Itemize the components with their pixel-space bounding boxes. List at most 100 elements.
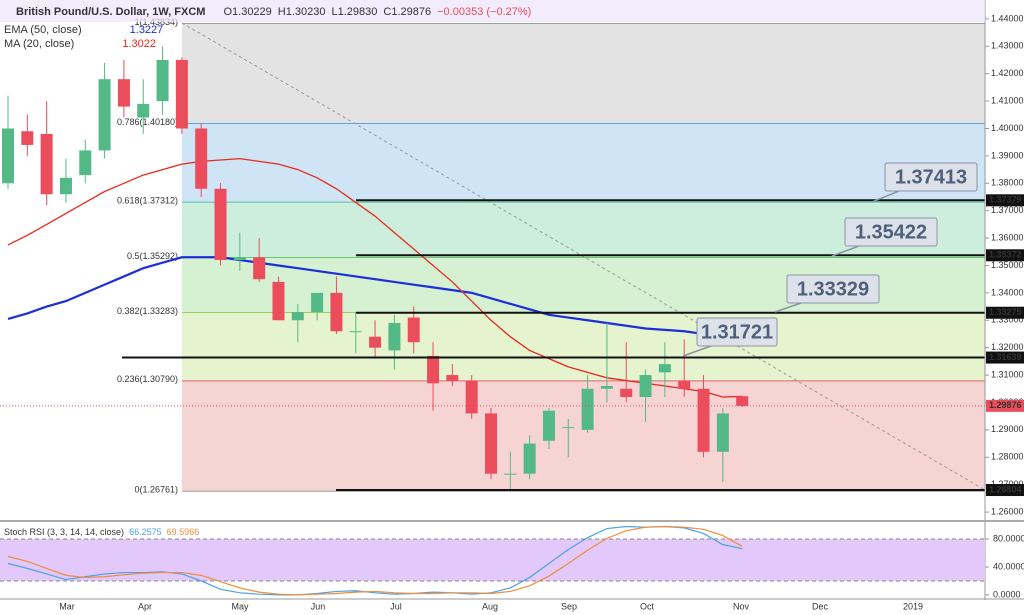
legend-value: 1.3022 bbox=[122, 38, 156, 50]
fib-label: 0.5(1.35292) bbox=[127, 251, 178, 261]
x-tick-label: Nov bbox=[733, 601, 750, 611]
header: British Pound/U.S. Dollar, 1W, FXCM O1.30… bbox=[16, 6, 531, 18]
y-tick-label: 1.28000 bbox=[991, 452, 1024, 462]
candle-body bbox=[369, 336, 382, 348]
candle-body bbox=[195, 128, 208, 189]
callout-text: 1.31721 bbox=[701, 321, 773, 343]
ohlc-value: O1.30229 bbox=[223, 6, 271, 18]
ohlc-value: L1.29830 bbox=[332, 6, 378, 18]
y-tick-label: 1.29000 bbox=[991, 424, 1024, 434]
y-tick-label: 1.40000 bbox=[991, 123, 1024, 133]
y-tick-label: 1.32000 bbox=[991, 342, 1024, 352]
osc-line bbox=[7, 525, 743, 596]
candle-body bbox=[79, 150, 92, 176]
candle-body bbox=[330, 292, 343, 332]
osc-line bbox=[7, 525, 743, 596]
y-tick-label: 1.42000 bbox=[991, 68, 1024, 78]
x-tick-label: 2019 bbox=[903, 601, 923, 611]
candle-body bbox=[562, 427, 575, 429]
y-tick-label: 1.44000 bbox=[991, 13, 1024, 23]
osc-title-text: Stoch RSI (3, 3, 14, 14, close) bbox=[4, 527, 124, 537]
candle-body bbox=[678, 380, 691, 389]
candle-body bbox=[349, 331, 362, 333]
level-tag bbox=[986, 194, 1024, 207]
osc-tick-label: 0.0000 bbox=[993, 589, 1021, 599]
level-tag bbox=[986, 351, 1024, 364]
y-tick-label: 1.33000 bbox=[991, 315, 1024, 325]
x-tick-label: Aug bbox=[482, 601, 498, 611]
y-tick-label: 1.38000 bbox=[991, 178, 1024, 188]
y-tick-label: 1.43000 bbox=[991, 41, 1024, 51]
level-tag-text: 1.26804 bbox=[989, 484, 1022, 494]
candle-body bbox=[117, 79, 130, 107]
y-tick-label: 1.31000 bbox=[991, 369, 1024, 379]
candle-body bbox=[600, 386, 613, 389]
y-tick-label: 1.41000 bbox=[991, 95, 1024, 105]
legend-name: EMA (50, close) bbox=[4, 24, 82, 36]
x-tick-label: Sep bbox=[561, 601, 577, 611]
x-tick-label: Dec bbox=[812, 601, 829, 611]
fib-band bbox=[182, 312, 985, 381]
x-tick-label: Jul bbox=[390, 601, 402, 611]
callout-box bbox=[844, 217, 938, 247]
level-tag-text: 1.37379 bbox=[989, 195, 1022, 205]
ma-line bbox=[7, 157, 743, 398]
osc-band bbox=[0, 539, 985, 581]
legend-entry: EMA (50, close) 1.3227 bbox=[4, 24, 163, 36]
header-bg bbox=[0, 0, 985, 22]
candle-body bbox=[620, 388, 633, 397]
level-tag bbox=[986, 484, 1024, 497]
candle-body bbox=[388, 323, 401, 351]
candle-body bbox=[407, 317, 420, 343]
candle-body bbox=[291, 312, 304, 321]
candle-body bbox=[658, 364, 671, 373]
candle-body bbox=[311, 292, 324, 313]
candle-body bbox=[639, 375, 652, 397]
candle-body bbox=[137, 103, 150, 118]
fib-band bbox=[182, 123, 985, 203]
candle-body bbox=[542, 410, 555, 441]
candle-body bbox=[504, 473, 517, 475]
candle-body bbox=[581, 388, 594, 430]
osc-value: 66.2575 bbox=[129, 527, 162, 537]
callout-box bbox=[884, 162, 978, 192]
candle-body bbox=[427, 355, 440, 384]
fib-label: 0.382(1.33283) bbox=[117, 306, 178, 316]
x-tick-label: Oct bbox=[640, 601, 655, 611]
x-tick-label: Jun bbox=[311, 601, 326, 611]
ma-line bbox=[7, 256, 743, 342]
callout-pointer bbox=[871, 190, 900, 203]
level-tag-text: 1.31639 bbox=[989, 352, 1022, 362]
y-tick-label: 1.37000 bbox=[991, 205, 1024, 215]
callout-pointer bbox=[682, 345, 712, 357]
ohlc-value: −0.00353 (−0.27%) bbox=[437, 6, 531, 18]
fib-label: 0.618(1.37312) bbox=[117, 196, 178, 206]
osc-tick-label: 40.0000 bbox=[993, 561, 1024, 571]
candle-body bbox=[697, 388, 710, 452]
callout-text: 1.37413 bbox=[895, 166, 967, 188]
symbol-title: British Pound/U.S. Dollar, 1W, FXCM bbox=[16, 6, 205, 18]
osc-title: Stoch RSI (3, 3, 14, 14, close) 66.2575 69… bbox=[4, 527, 199, 537]
candle-body bbox=[485, 413, 497, 474]
candle-body bbox=[21, 131, 34, 145]
y-tick-label: 1.35000 bbox=[991, 260, 1024, 270]
trend-line bbox=[181, 22, 986, 491]
candle-body bbox=[465, 380, 478, 414]
candle-body bbox=[253, 257, 266, 280]
x-tick-label: Mar bbox=[59, 601, 75, 611]
y-tick-label: 1.26000 bbox=[991, 506, 1024, 516]
fib-label: 0(1.26761) bbox=[134, 485, 178, 495]
candle-body bbox=[2, 128, 14, 184]
candle-body bbox=[214, 188, 227, 260]
level-tag bbox=[986, 306, 1024, 319]
fib-band bbox=[182, 23, 985, 124]
legend-value: 1.3227 bbox=[130, 24, 164, 36]
candle-body bbox=[59, 177, 72, 195]
x-tick-label: Apr bbox=[138, 601, 152, 611]
candle-body bbox=[175, 60, 188, 129]
fib-label: 0.236(1.30790) bbox=[117, 374, 178, 384]
y-tick-label: 1.39000 bbox=[991, 150, 1024, 160]
osc-value: 69.5966 bbox=[167, 527, 200, 537]
candle-body bbox=[523, 443, 536, 474]
